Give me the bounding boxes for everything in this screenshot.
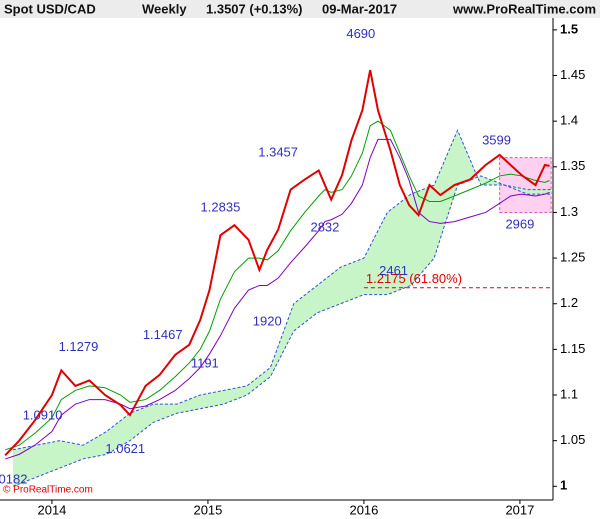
annotation: 2461 <box>379 263 408 278</box>
annotation: 1.0621 <box>105 441 145 456</box>
annotation: 3599 <box>482 133 511 148</box>
y-tick-label: 1.45 <box>560 67 585 82</box>
y-tick-label: 1.35 <box>560 158 585 173</box>
cloud-area <box>12 130 552 487</box>
y-tick-label: 1.15 <box>560 341 585 356</box>
last-price: 1.3507 (+0.13%) <box>206 1 302 16</box>
x-tick-label: 2016 <box>349 502 378 517</box>
y-tick-label: 1 <box>560 478 567 493</box>
annotation: 1.0910 <box>23 407 63 422</box>
y-tick-label: 1.05 <box>560 432 585 447</box>
annotation: 1920 <box>253 313 282 328</box>
annotation: 1.3457 <box>258 145 298 160</box>
cloud-line <box>12 129 552 451</box>
fib-label: 1.2175 (61.80%) <box>366 271 462 286</box>
y-tick-label: 1.4 <box>560 113 578 128</box>
y-tick-label: 1.3 <box>560 204 578 219</box>
watermark: © ProRealTime.com <box>3 485 93 496</box>
series-line <box>4 69 550 456</box>
annotation: 1.2835 <box>201 199 241 214</box>
chart-title: Spot USD/CAD <box>4 1 96 16</box>
annotation: 1191 <box>191 355 219 370</box>
x-tick-label: 2015 <box>193 502 222 517</box>
annotation: 4690 <box>346 26 375 41</box>
x-tick-label: 2017 <box>505 502 534 517</box>
y-tick-label: 1.25 <box>560 250 585 265</box>
annotation: 1.1467 <box>143 327 183 342</box>
annotation: 2832 <box>310 219 339 234</box>
header-band <box>0 0 600 18</box>
annotation: 2969 <box>505 217 534 232</box>
zone <box>499 157 552 213</box>
annotation: 1.1279 <box>59 339 99 354</box>
y-tick-label: 1.1 <box>560 386 578 401</box>
period: Weekly <box>142 1 187 16</box>
y-tick-label: 1.2 <box>560 295 578 310</box>
y-tick-label: 1.5 <box>560 21 578 36</box>
series-line <box>4 120 550 451</box>
x-tick-label: 2014 <box>37 502 66 517</box>
date: 09-Mar-2017 <box>322 1 397 16</box>
source: www.ProRealTime.com <box>452 1 596 16</box>
annotation: 0182 <box>0 471 27 486</box>
